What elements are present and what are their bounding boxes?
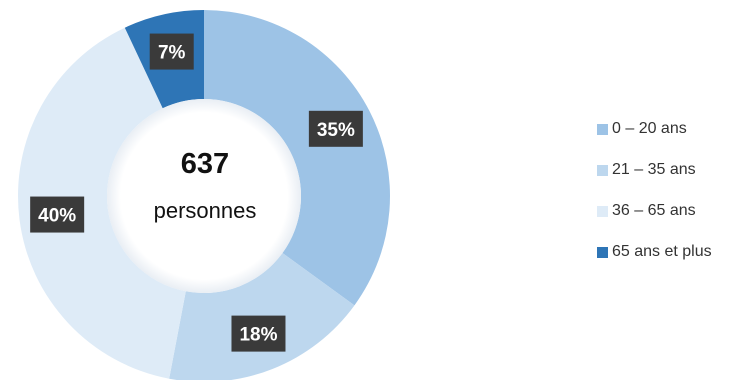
- legend-item-36-65-ans: 36 – 65 ans: [597, 200, 712, 222]
- donut-slices: [18, 10, 391, 380]
- slice-label-36-65-ans: 40%: [30, 196, 85, 233]
- chart-legend: 0 – 20 ans 21 – 35 ans 36 – 65 ans 65 ans e…: [597, 118, 712, 282]
- center-total-unit: personnes: [153, 198, 257, 223]
- donut-chart: 35% 18% 40% 7%: [18, 10, 391, 380]
- legend-swatch: [597, 164, 608, 176]
- slice-label-21-35-ans: 18%: [231, 315, 286, 352]
- slice-label-0-20-ans: 35%: [308, 110, 363, 147]
- slice-label-text: 40%: [38, 206, 76, 227]
- center-total-value: 637: [180, 148, 230, 180]
- donut-labels: 35% 18% 40% 7%: [30, 33, 363, 352]
- slice-label-65-ans-et-plus: 7%: [149, 33, 194, 70]
- slice-label-box: [149, 33, 194, 70]
- slice-0-20-ans: [204, 10, 391, 306]
- legend-item-65-ans-et-plus: 65 ans et plus: [597, 241, 712, 263]
- legend-item-0-20-ans: 0 – 20 ans: [597, 118, 712, 140]
- legend-swatch: [597, 123, 608, 135]
- legend-label: 36 – 65 ans: [612, 202, 696, 219]
- slice-label-box: [308, 110, 363, 147]
- legend-swatch: [597, 205, 608, 217]
- slice-36-65-ans: [18, 27, 186, 379]
- legend-item-21-35-ans: 21 – 35 ans: [597, 159, 712, 181]
- slice-label-box: [30, 196, 85, 233]
- slice-label-text: 7%: [158, 43, 186, 64]
- legend-label: 0 – 20 ans: [612, 120, 687, 137]
- donut-hole: [107, 99, 301, 293]
- legend-swatch: [597, 246, 608, 258]
- slice-label-box: [231, 315, 286, 352]
- legend-label: 21 – 35 ans: [612, 161, 696, 178]
- slice-label-text: 35%: [317, 120, 355, 141]
- legend-label: 65 ans et plus: [612, 243, 712, 260]
- slice-label-text: 18%: [239, 325, 277, 346]
